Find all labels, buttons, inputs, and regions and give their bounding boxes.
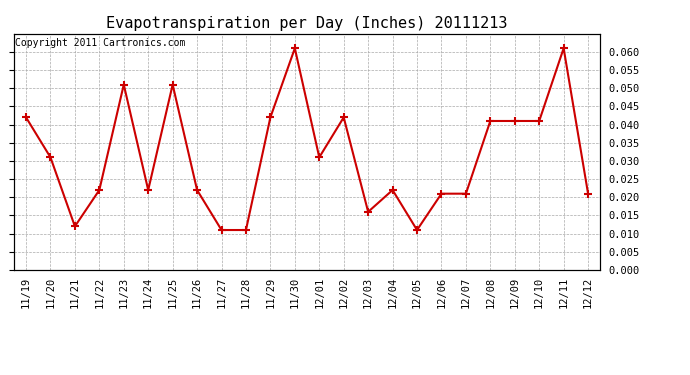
- Text: Copyright 2011 Cartronics.com: Copyright 2011 Cartronics.com: [15, 39, 186, 48]
- Title: Evapotranspiration per Day (Inches) 20111213: Evapotranspiration per Day (Inches) 2011…: [106, 16, 508, 31]
